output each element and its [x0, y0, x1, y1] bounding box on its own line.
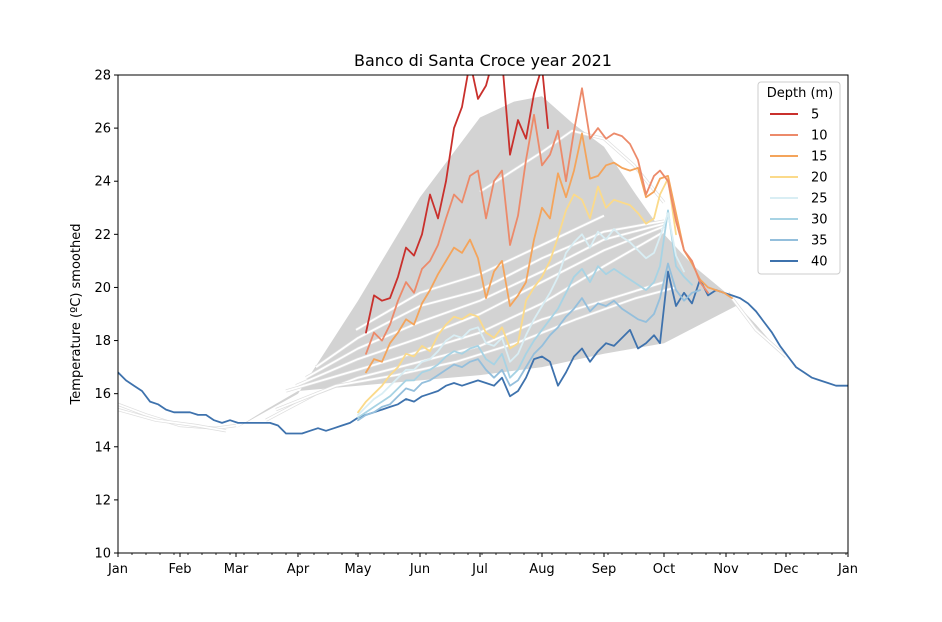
series-line-5	[365, 75, 549, 334]
series-line-10	[365, 87, 709, 355]
y-tick-label: 28	[94, 69, 111, 84]
x-tick-label: Feb	[168, 562, 191, 577]
y-tick-label: 14	[94, 440, 111, 455]
y-tick-label: 10	[94, 547, 111, 562]
historical-line	[727, 292, 787, 358]
x-axis: Jan Feb Mar Apr May Jun Jul Aug Sep Oct Nov Dec Jan	[107, 553, 858, 577]
plot-frame	[117, 74, 849, 554]
series-line-35	[357, 262, 701, 422]
chart-title: Banco di Santa Croce year 2021	[354, 51, 612, 70]
legend-label-35: 35	[811, 234, 828, 249]
y-tick-label: 20	[94, 281, 111, 296]
historical-line	[355, 214, 605, 331]
legend-label-25: 25	[811, 192, 828, 207]
climatology-envelope	[236, 96, 786, 429]
x-tick-label: Dec	[773, 562, 798, 577]
y-axis-label: Temperature (ºC) smoothed	[69, 224, 84, 406]
series-line-30	[357, 209, 693, 419]
x-tick-label: Jun	[409, 562, 430, 577]
envelope-area	[236, 96, 786, 429]
y-tick-label: 24	[94, 175, 111, 190]
depth-series	[118, 75, 848, 435]
y-tick-label: 22	[94, 228, 111, 243]
plot-area	[118, 75, 848, 435]
x-tick-label: Nov	[713, 562, 739, 577]
y-axis: 10 12 14 16 18 20 22 24 26 28	[94, 69, 118, 562]
legend-label-30: 30	[811, 213, 828, 228]
legend-label-20: 20	[811, 171, 828, 186]
x-tick-label: Mar	[224, 562, 249, 577]
series-line-15	[365, 132, 733, 374]
x-tick-label: Apr	[287, 562, 310, 577]
x-tick-label: Oct	[653, 562, 675, 577]
x-tick-label: Jan	[107, 562, 128, 577]
series-line-20	[357, 177, 677, 414]
series-line-25	[357, 212, 685, 416]
x-tick-label: Sep	[592, 562, 617, 577]
x-tick-label: May	[345, 562, 372, 577]
legend: Depth (m) 5 10 15 20 25 30 35 40	[757, 81, 841, 275]
historical-line	[315, 220, 665, 368]
x-tick-label: Jul	[471, 562, 488, 577]
historical-line	[275, 286, 677, 411]
y-tick-label: 12	[94, 493, 111, 508]
legend-box	[757, 81, 841, 275]
legend-label-10: 10	[811, 129, 828, 144]
legend-title: Depth (m)	[767, 86, 834, 101]
historical-line	[118, 403, 237, 430]
y-tick-label: 16	[94, 387, 111, 402]
x-tick-label: Jan	[837, 562, 858, 577]
y-tick-label: 18	[94, 334, 111, 349]
historical-line	[118, 408, 227, 432]
x-tick-label: Aug	[529, 562, 554, 577]
legend-label-15: 15	[811, 150, 828, 165]
historical-line	[295, 225, 665, 387]
historical-line	[305, 222, 665, 379]
historical-line-shadow	[726, 291, 788, 358]
y-tick-label: 26	[94, 122, 111, 137]
legend-label-40: 40	[811, 255, 828, 270]
legend-label-5: 5	[811, 108, 819, 123]
